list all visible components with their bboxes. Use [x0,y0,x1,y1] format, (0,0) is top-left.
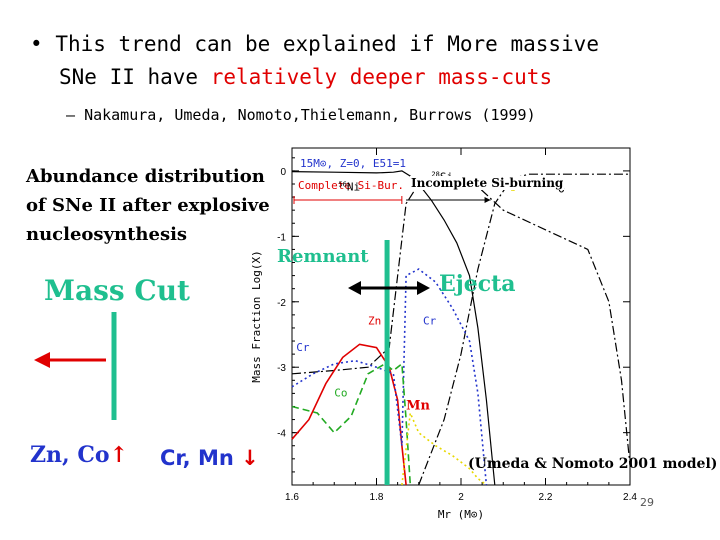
complete-si-burning-label: Complete Si-Bur. [298,179,404,192]
bullet-line1: This trend can be explained if More mass… [55,32,599,56]
y-tick-label: 0 [280,167,286,178]
bullet-line2-black: SNe II have [59,65,211,89]
bullet-line2-red: relatively deeper mass-cuts [210,65,553,89]
series-co-line [291,362,412,486]
left-arrow-icon [34,352,50,368]
x-tick-label: 2.2 [539,492,553,503]
series-cr-line [291,268,488,486]
sub-bullet-dash: – [66,106,76,124]
abundance-title-line3: nucleosynthesis [26,224,188,245]
cr-mn-label: Cr, Mn ↓ [160,446,259,470]
series-label-mn: Mn [406,399,430,414]
series-label-56ni: 56Ni [338,181,360,194]
bullet-main: • This trend can be explained if More ma… [30,28,599,94]
series-zn-line [291,343,407,486]
double-arrow-left-icon [348,281,361,295]
incomplete-region-arrowhead [484,197,491,203]
y-axis-label: Mass Fraction Log(X) [250,250,263,382]
abundance-title: Abundance distribution of SNe II after e… [26,162,270,249]
sub-bullet-text: Nakamura, Umeda, Nomoto,Thielemann, Burr… [84,106,536,124]
x-tick-label: 2.4 [623,492,637,503]
incomplete-si-burning-label: Incomplete Si-burning [410,176,565,190]
up-arrow-icon: ↑ [109,442,128,468]
x-axis-label: Mr (M⊙) [438,508,484,521]
series-mn-line [401,409,487,486]
ejecta-label: Ejecta [439,271,516,297]
mass-cut-label: Mass Cut [44,274,190,307]
plot-frame [291,147,631,486]
cr-mn-text: Cr, Mn [160,446,234,470]
zn-co-text: Zn, Co [30,442,110,468]
sub-bullet: – Nakamura, Umeda, Nomoto,Thielemann, Bu… [66,106,536,124]
remnant-label: Remnant [277,246,369,267]
zn-co-label: Zn, Co↑ [30,442,128,468]
down-arrow-icon: ↓ [241,446,259,470]
series-56ni-line [291,170,496,486]
model-label: 15M⊙, Z=0, E51=1 [300,157,406,170]
double-arrow-right-icon [417,281,430,295]
y-tick-label: -3 [277,363,286,374]
abundance-title-line2: of SNe II after explosive [26,195,270,216]
citation: (Umeda & Nomoto 2001 model) [468,456,718,472]
chart-ticks: 1.6 1.8 2 2.2 2.4 0 -1 -2 -3 -4 Mr (M⊙) Mass Fracti… [250,148,637,521]
chart-frame [291,147,631,486]
series-label-co: Co [334,387,347,400]
series-16o-line [418,173,630,486]
chart-overlay [348,240,430,485]
y-tick-label: -4 [277,429,286,440]
chart-series [291,170,631,486]
series-label-cr: Cr [423,315,437,328]
series-label-cr: Cr [296,341,310,354]
series-label-zn: Zn [368,315,381,328]
bullet-symbol: • [30,32,43,56]
x-tick-label: 2 [458,492,464,503]
abundance-title-line1: Abundance distribution [26,166,265,187]
y-tick-label: -2 [277,298,286,309]
y-tick-label: -1 [277,232,286,243]
x-tick-label: 1.6 [285,492,299,503]
page-number: 29 [640,496,654,509]
mass-cut-schematic [34,312,117,420]
series-28si-line [291,176,631,466]
x-tick-label: 1.8 [370,492,384,503]
